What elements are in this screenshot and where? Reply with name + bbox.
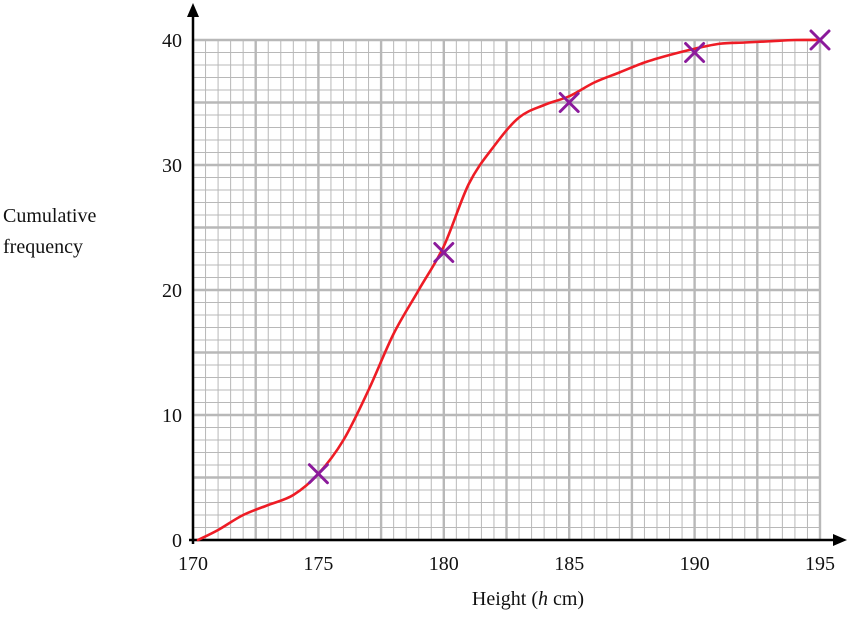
data-point-marker [307,463,329,485]
data-markers [307,29,831,485]
grid-lines [191,38,822,542]
data-point-marker [684,42,706,63]
y-tick-label: 30 [162,155,182,177]
x-tick-label: 190 [680,553,710,575]
x-axis-arrow [833,534,847,546]
y-tick-label: 0 [172,530,182,552]
x-tick-label: 185 [554,553,584,575]
tick-labels: 170 175 180 185 190 195 0 10 20 30 40 [162,30,835,575]
curve-layer [196,38,822,542]
y-axis-arrow [187,3,199,17]
data-point-marker [809,29,831,51]
y-tick-label: 20 [162,280,182,302]
x-axis-label-part-2: cm) [548,588,584,610]
data-point-marker [433,242,455,263]
y-axis-label-line-2: frequency [3,236,83,258]
y-tick-label: 10 [162,405,182,427]
x-axis-label-part-1: Height ( [472,588,538,610]
x-tick-label: 175 [303,553,333,575]
cumulative-frequency-curve [196,38,822,542]
x-tick-label: 195 [805,553,835,575]
x-tick-label: 180 [429,553,459,575]
y-axis-label-line-1: Cumulative [3,205,96,227]
x-axis-label: Height (h cm) [472,588,584,610]
data-point-marker [558,92,580,113]
y-tick-label: 40 [162,30,182,52]
x-tick-label: 170 [178,553,208,575]
axes [187,3,847,546]
x-axis-label-variable: h [538,588,548,610]
